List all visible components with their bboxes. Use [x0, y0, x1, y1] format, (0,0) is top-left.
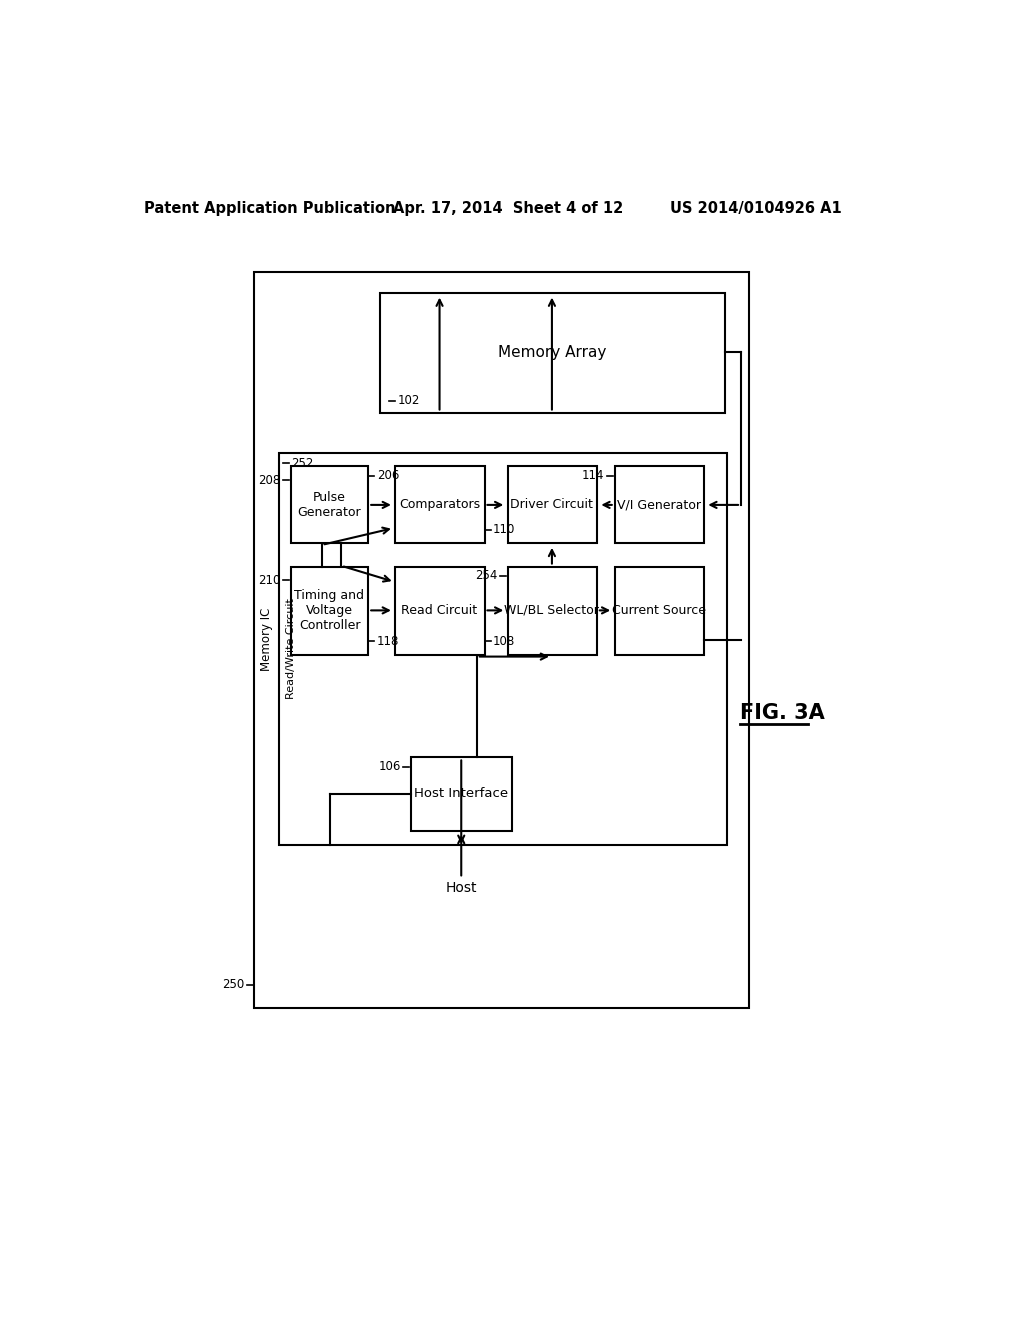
- Text: 210: 210: [258, 574, 281, 587]
- Text: Patent Application Publication: Patent Application Publication: [144, 201, 395, 216]
- Bar: [508, 566, 597, 655]
- Text: FIG. 3A: FIG. 3A: [740, 702, 825, 723]
- Bar: [395, 566, 484, 655]
- Text: Apr. 17, 2014  Sheet 4 of 12: Apr. 17, 2014 Sheet 4 of 12: [392, 201, 623, 216]
- Text: V/I Generator: V/I Generator: [616, 499, 700, 511]
- Text: Timing and
Voltage
Controller: Timing and Voltage Controller: [295, 589, 365, 632]
- Text: WL/BL Selector: WL/BL Selector: [505, 603, 599, 616]
- Text: Read/Write Circuit: Read/Write Circuit: [286, 598, 296, 700]
- Bar: [291, 566, 369, 655]
- Bar: [395, 466, 484, 544]
- Text: US 2014/0104926 A1: US 2014/0104926 A1: [670, 201, 842, 216]
- Bar: [614, 466, 703, 544]
- Text: 102: 102: [397, 395, 420, 408]
- Text: Comparators: Comparators: [399, 499, 480, 511]
- Bar: [380, 293, 725, 412]
- Text: 250: 250: [222, 978, 245, 991]
- Text: 106: 106: [379, 760, 400, 774]
- Bar: [291, 466, 369, 544]
- Text: 110: 110: [493, 523, 515, 536]
- Text: 252: 252: [292, 457, 314, 470]
- Text: 254: 254: [475, 569, 498, 582]
- Text: Current Source: Current Source: [612, 603, 706, 616]
- Text: Pulse
Generator: Pulse Generator: [298, 491, 361, 519]
- Text: Memory Array: Memory Array: [498, 345, 606, 360]
- Text: 208: 208: [258, 474, 281, 487]
- Bar: [411, 758, 512, 830]
- Text: Host Interface: Host Interface: [414, 787, 508, 800]
- Text: Read Circuit: Read Circuit: [401, 603, 477, 616]
- Text: 206: 206: [377, 469, 399, 482]
- Bar: [280, 453, 727, 845]
- Text: Host: Host: [445, 882, 477, 895]
- Text: Driver Circuit: Driver Circuit: [511, 499, 593, 511]
- Text: 114: 114: [582, 469, 604, 482]
- Text: 108: 108: [493, 635, 515, 648]
- Bar: [614, 566, 703, 655]
- Bar: [254, 272, 749, 1007]
- Text: Memory IC: Memory IC: [260, 609, 273, 672]
- Bar: [508, 466, 597, 544]
- Text: 118: 118: [377, 635, 399, 648]
